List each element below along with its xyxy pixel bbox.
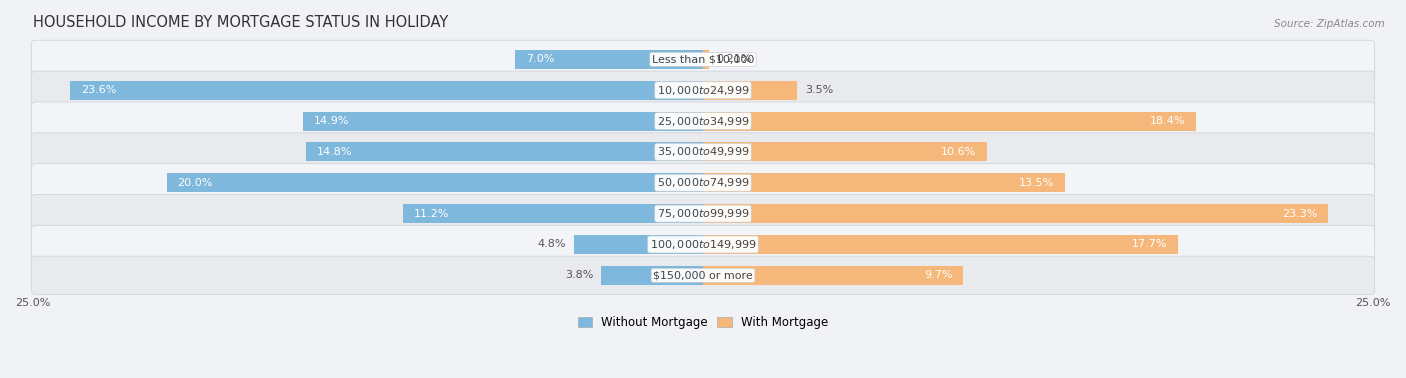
Text: 18.4%: 18.4% — [1150, 116, 1185, 126]
FancyBboxPatch shape — [31, 195, 1375, 233]
FancyBboxPatch shape — [31, 102, 1375, 140]
Text: Less than $10,000: Less than $10,000 — [652, 54, 754, 64]
Bar — [703, 266, 963, 285]
Text: 3.5%: 3.5% — [804, 85, 834, 95]
Text: 3.8%: 3.8% — [565, 270, 593, 280]
Text: 17.7%: 17.7% — [1132, 240, 1167, 249]
Text: $50,000 to $74,999: $50,000 to $74,999 — [657, 176, 749, 189]
Text: 10.6%: 10.6% — [941, 147, 977, 157]
Text: 23.6%: 23.6% — [82, 85, 117, 95]
Legend: Without Mortgage, With Mortgage: Without Mortgage, With Mortgage — [574, 311, 832, 333]
Text: 20.0%: 20.0% — [177, 178, 212, 188]
FancyBboxPatch shape — [31, 256, 1375, 294]
Bar — [574, 235, 703, 254]
Bar — [307, 143, 703, 161]
Bar — [703, 143, 987, 161]
Text: 0.21%: 0.21% — [717, 54, 752, 64]
FancyBboxPatch shape — [31, 133, 1375, 171]
Text: $10,000 to $24,999: $10,000 to $24,999 — [657, 84, 749, 97]
Text: $25,000 to $34,999: $25,000 to $34,999 — [657, 115, 749, 128]
Bar — [516, 50, 703, 69]
Text: 13.5%: 13.5% — [1019, 178, 1054, 188]
Text: Source: ZipAtlas.com: Source: ZipAtlas.com — [1274, 19, 1385, 29]
Bar — [304, 112, 703, 131]
Bar — [70, 81, 703, 100]
Bar — [703, 81, 797, 100]
FancyBboxPatch shape — [31, 225, 1375, 263]
FancyBboxPatch shape — [31, 71, 1375, 109]
Text: 4.8%: 4.8% — [537, 240, 567, 249]
Text: 23.3%: 23.3% — [1282, 209, 1317, 218]
Text: $150,000 or more: $150,000 or more — [654, 270, 752, 280]
Bar — [167, 173, 703, 192]
FancyBboxPatch shape — [31, 40, 1375, 79]
Bar — [703, 112, 1197, 131]
Bar — [703, 50, 709, 69]
Text: $75,000 to $99,999: $75,000 to $99,999 — [657, 207, 749, 220]
Bar — [703, 235, 1178, 254]
Bar — [602, 266, 703, 285]
Bar — [402, 204, 703, 223]
Text: 9.7%: 9.7% — [924, 270, 952, 280]
Bar — [703, 173, 1064, 192]
Text: $35,000 to $49,999: $35,000 to $49,999 — [657, 146, 749, 158]
Text: 14.8%: 14.8% — [316, 147, 353, 157]
Text: 7.0%: 7.0% — [526, 54, 554, 64]
Bar — [703, 204, 1327, 223]
Text: 11.2%: 11.2% — [413, 209, 449, 218]
Text: 14.9%: 14.9% — [314, 116, 350, 126]
Text: $100,000 to $149,999: $100,000 to $149,999 — [650, 238, 756, 251]
FancyBboxPatch shape — [31, 164, 1375, 202]
Text: HOUSEHOLD INCOME BY MORTGAGE STATUS IN HOLIDAY: HOUSEHOLD INCOME BY MORTGAGE STATUS IN H… — [32, 15, 449, 30]
